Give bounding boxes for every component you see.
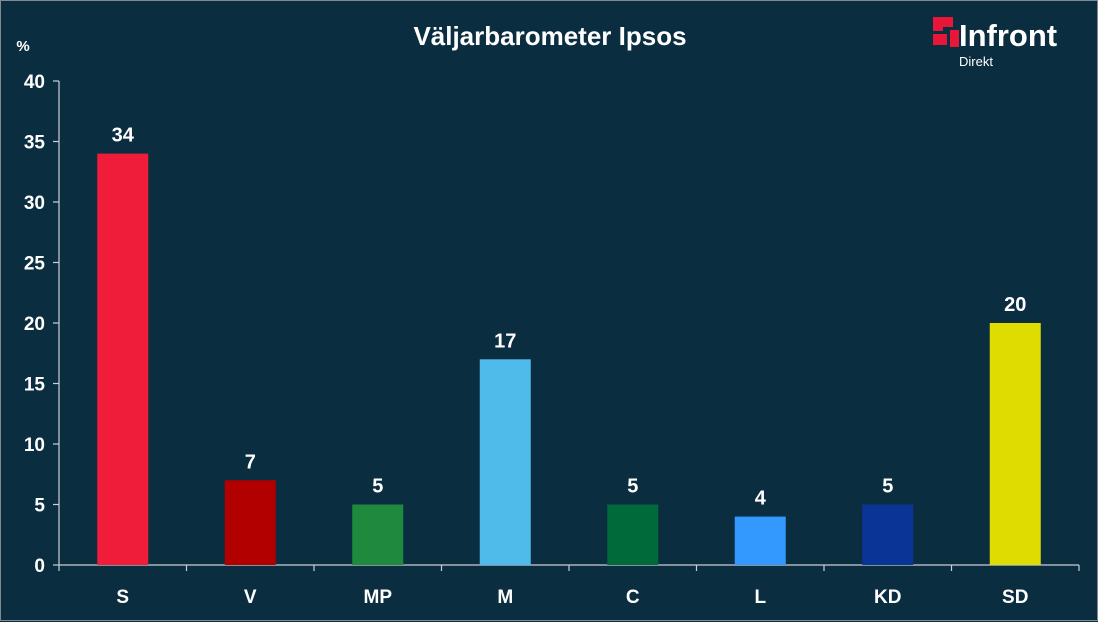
y-axis-unit: %: [16, 38, 29, 55]
data-label: 7: [245, 451, 256, 473]
y-tick-label: 35: [24, 133, 46, 154]
data-label: 5: [372, 476, 383, 498]
x-tick-label: S: [116, 587, 129, 608]
bar-l: [734, 516, 786, 565]
bar-kd: [862, 504, 914, 565]
x-tick-label: SD: [1002, 587, 1028, 608]
bar-mp: [352, 504, 404, 565]
axes: 0 5 10 15 20 25 30 35 40: [24, 72, 1080, 577]
y-tick-label: 20: [24, 314, 45, 335]
y-tick-label: 0: [34, 556, 45, 577]
y-tick-label: 40: [24, 72, 45, 93]
y-tick-label: 25: [24, 254, 46, 275]
x-tick-label: MP: [364, 587, 393, 608]
x-tick-label: C: [626, 587, 640, 608]
bar-c: [607, 504, 659, 565]
bar-m: [479, 359, 531, 565]
y-tick-label: 15: [24, 375, 46, 396]
x-tick-label: KD: [874, 587, 901, 608]
y-tick-label: 30: [24, 193, 45, 214]
y-tick-label: 5: [34, 496, 45, 517]
x-tick-label: L: [754, 587, 766, 608]
infront-logo-icon: [933, 17, 959, 47]
bar-sd: [989, 323, 1041, 565]
x-tick-label: M: [497, 587, 513, 608]
bar-v: [224, 480, 276, 565]
data-label: 5: [627, 476, 638, 498]
brand-name: Infront: [959, 18, 1057, 53]
brand-sub: Direkt: [959, 54, 993, 69]
data-label: 17: [494, 330, 516, 352]
x-tick-label: V: [244, 587, 257, 608]
bar-s: [97, 153, 149, 565]
data-label: 20: [1004, 294, 1026, 316]
chart-title: Väljarbarometer Ipsos: [413, 21, 686, 51]
data-label: 34: [112, 125, 135, 147]
data-label: 5: [882, 476, 893, 498]
brand-logo: Infront Direkt: [933, 17, 1057, 69]
data-label: 4: [755, 488, 767, 510]
bars: 34 S 7 V 5 MP 17 M 5 C 4 L 5 KD 20 SD: [97, 125, 1041, 608]
y-tick-label: 10: [24, 435, 45, 456]
